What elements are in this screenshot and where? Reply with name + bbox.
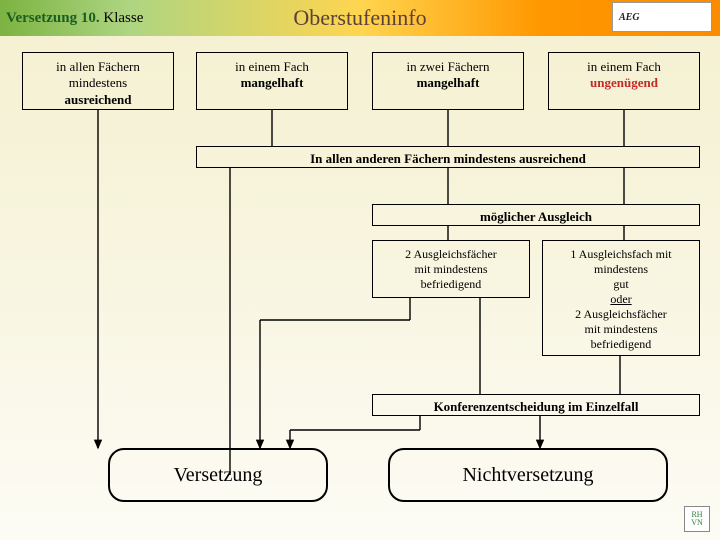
box-comp2: 1 Ausgleichsfach mit mindestens gut oder… <box>542 240 700 356</box>
c2-l3: gut <box>547 277 695 292</box>
c2-l7: befriedigend <box>547 337 695 352</box>
header-left: Versetzung 10. Klasse <box>6 10 143 27</box>
b3-l2: mangelhaft <box>377 75 519 91</box>
box-one-ungenuegend: in einem Fach ungenügend <box>548 52 700 110</box>
b2-l1: in einem Fach <box>201 59 343 75</box>
school-logo: AEG <box>612 2 712 32</box>
header-versetzung: Versetzung <box>6 10 77 26</box>
box-konferenz: Konferenzentscheidung im Einzelfall <box>372 394 700 416</box>
b3-l1: in zwei Fächern <box>377 59 519 75</box>
c2-l1: 1 Ausgleichsfach mit <box>547 247 695 262</box>
b1-l2: mindestens <box>27 75 169 91</box>
header-klasse-word: Klasse <box>103 10 143 26</box>
page-title: Oberstufeninfo <box>293 5 426 31</box>
header-klasse-num: 10. <box>81 10 100 26</box>
box-two-mangelhaft: in zwei Fächern mangelhaft <box>372 52 524 110</box>
versetzung-label: Versetzung <box>174 464 263 487</box>
box-all-sufficient: in allen Fächern mindestens ausreichend <box>22 52 174 110</box>
box-versetzung: Versetzung <box>108 448 328 502</box>
footer-logo: RH VN <box>684 506 710 532</box>
header-bar: Versetzung 10. Klasse Oberstufeninfo AEG <box>0 0 720 36</box>
b2-l2: mangelhaft <box>201 75 343 91</box>
c2-l6: mit mindestens <box>547 322 695 337</box>
b1-l1: in allen Fächern <box>27 59 169 75</box>
box-all-others: In allen anderen Fächern mindestens ausr… <box>196 146 700 168</box>
nichtversetzung-label: Nichtversetzung <box>462 464 593 487</box>
c2-l2: mindestens <box>547 262 695 277</box>
b1-l3: ausreichend <box>27 92 169 108</box>
c1-l3: befriedigend <box>377 277 525 292</box>
c2-l5: 2 Ausgleichsfächer <box>547 307 695 322</box>
box-ausgleich: möglicher Ausgleich <box>372 204 700 226</box>
c1-l2: mit mindestens <box>377 262 525 277</box>
logo-text: AEG <box>619 12 640 23</box>
c2-l4: oder <box>547 292 695 307</box>
b4-l1: in einem Fach <box>553 59 695 75</box>
box-one-mangelhaft: in einem Fach mangelhaft <box>196 52 348 110</box>
b4-l2: ungenügend <box>553 75 695 91</box>
c1-l1: 2 Ausgleichsfächer <box>377 247 525 262</box>
box-nichtversetzung: Nichtversetzung <box>388 448 668 502</box>
box-comp1: 2 Ausgleichsfächer mit mindestens befrie… <box>372 240 530 298</box>
